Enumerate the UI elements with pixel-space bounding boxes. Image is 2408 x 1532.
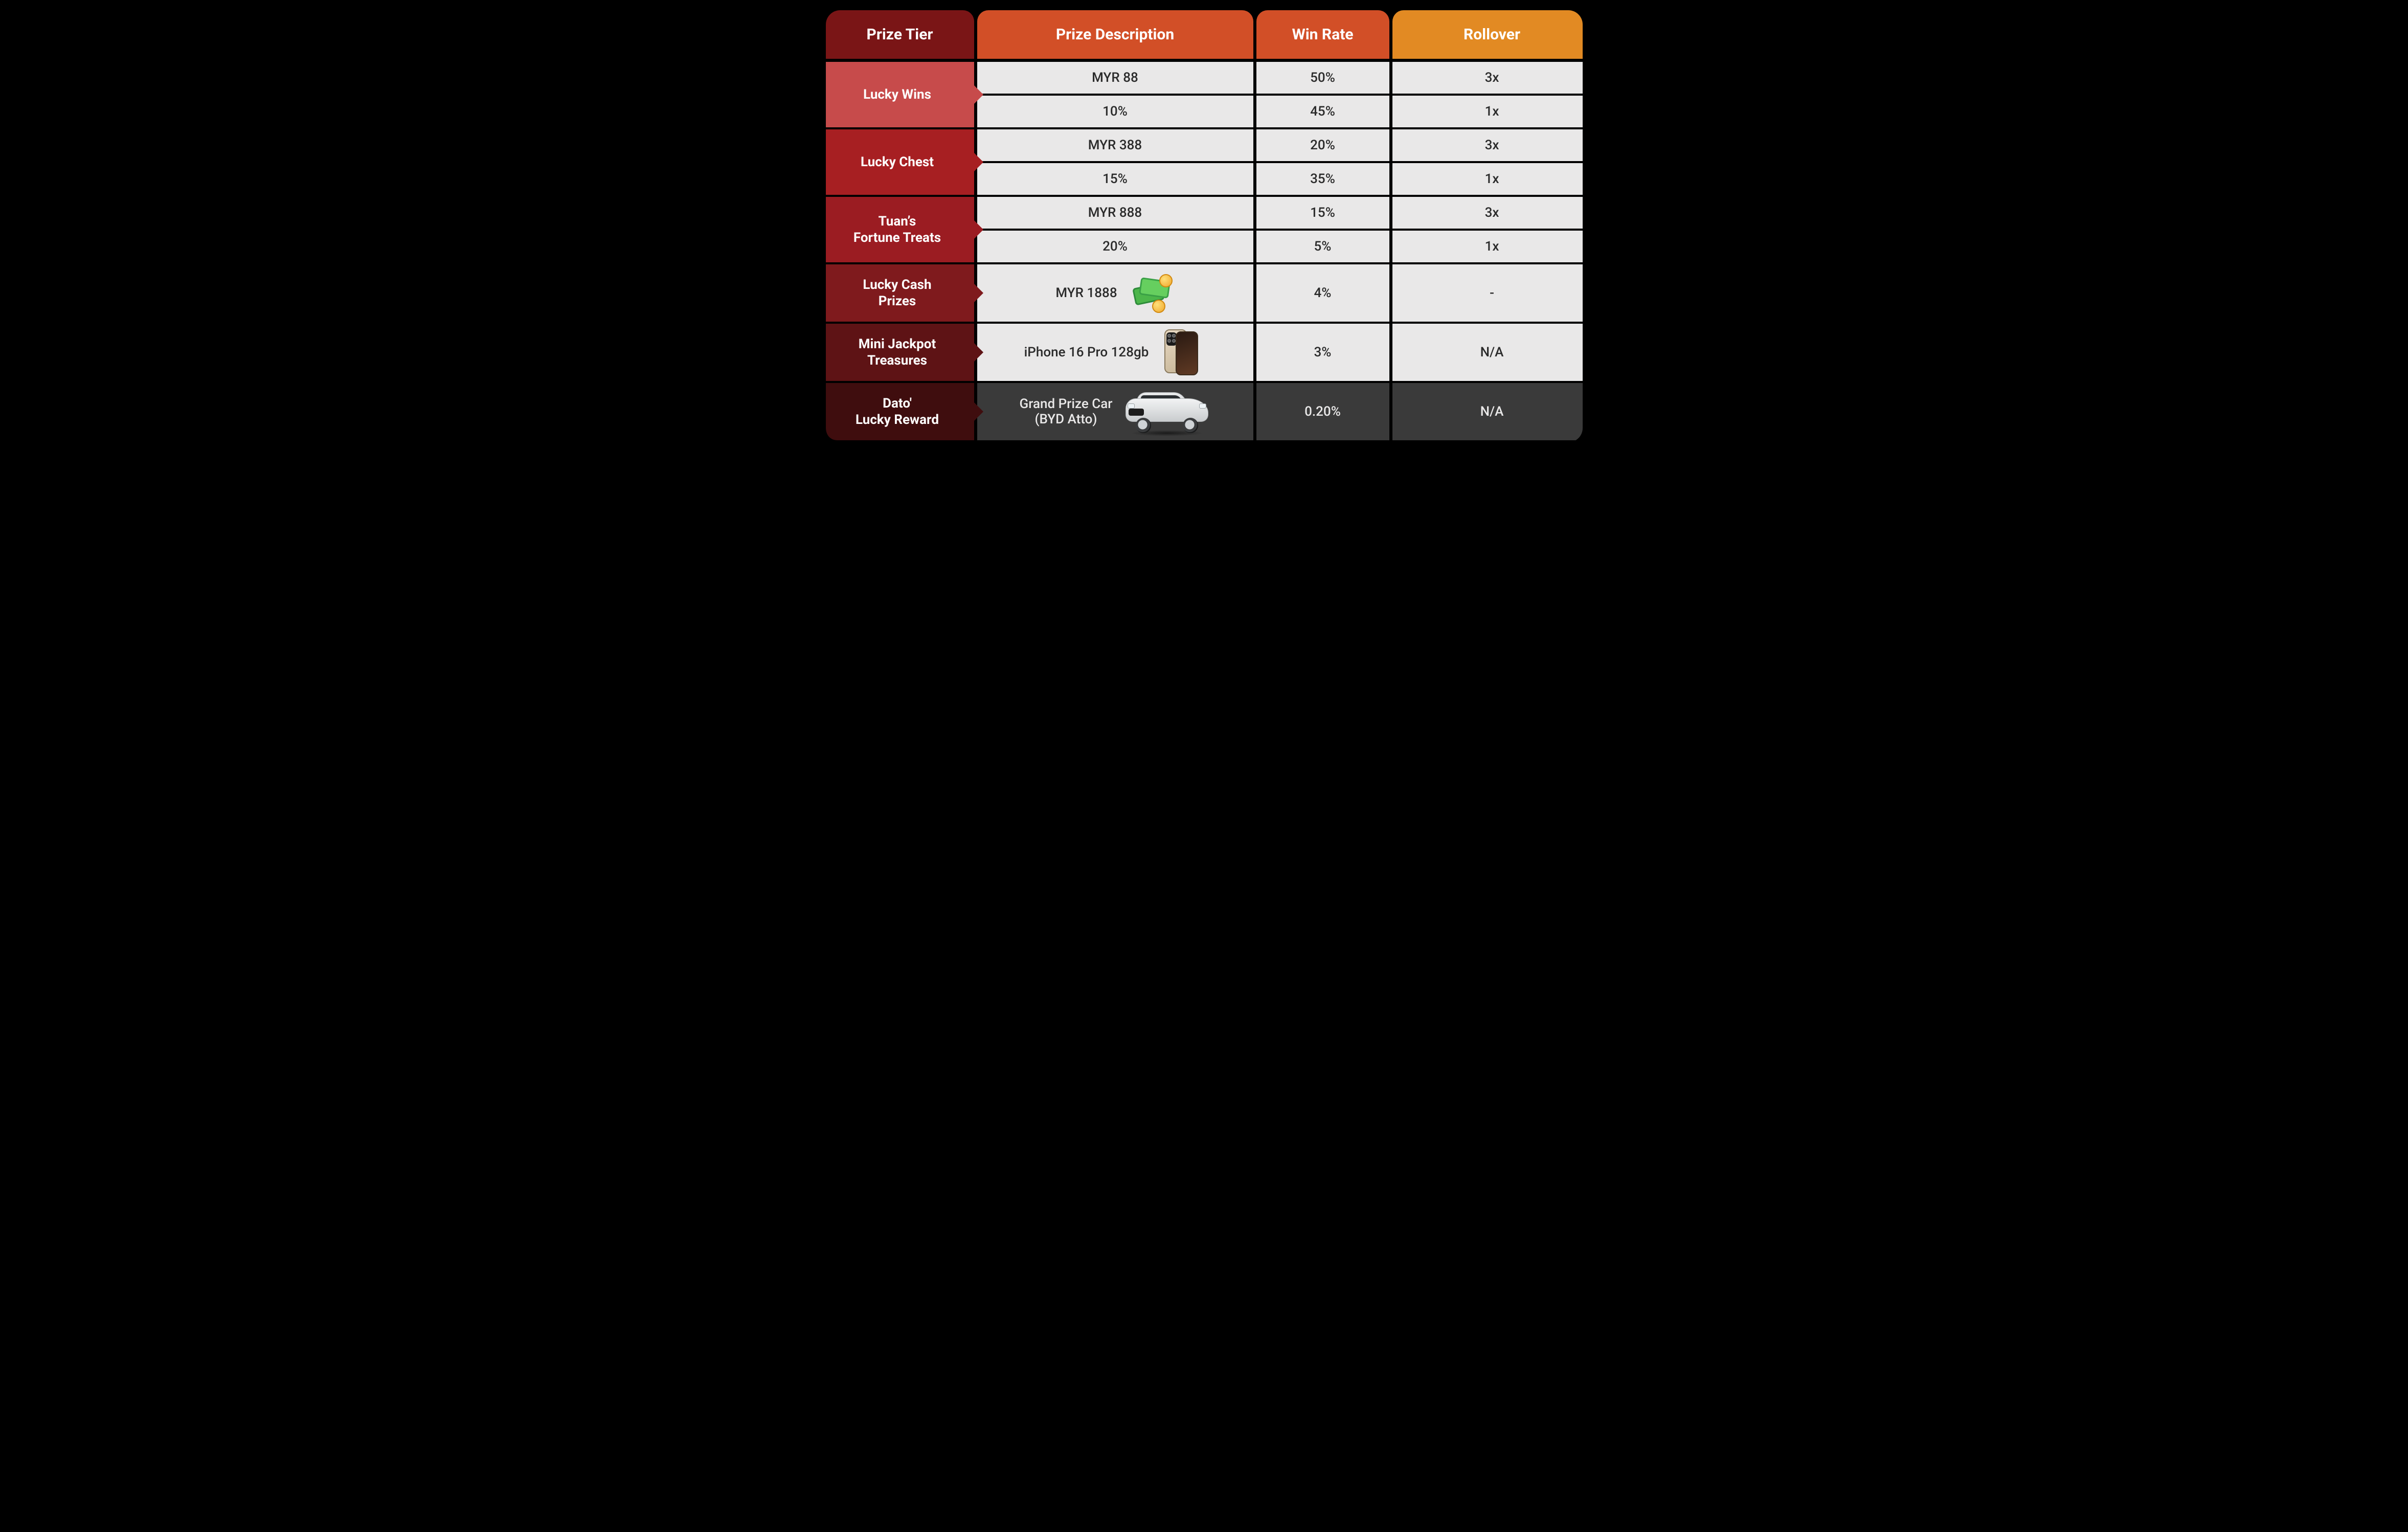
cell-rollover: 1x [1392, 163, 1583, 195]
tier-rows: iPhone 16 Pro 128gb 3%N/A [977, 324, 1583, 381]
tier-group: Tuan’sFortune Treats MYR 888 15%3x 20% 5%1x [826, 197, 1583, 262]
cell-description: MYR 888 [977, 197, 1253, 229]
cell-description: Grand Prize Car(BYD Atto) [977, 383, 1253, 440]
description-text: 20% [1102, 239, 1128, 254]
tier-group: Dato'Lucky RewardGrand Prize Car(BYD Att… [826, 383, 1583, 440]
cell-win-rate: 20% [1256, 129, 1389, 161]
description-text: MYR 888 [1088, 205, 1142, 220]
cell-description: iPhone 16 Pro 128gb [977, 324, 1253, 381]
table-row: MYR 888 15%3x [977, 197, 1583, 229]
table-row: iPhone 16 Pro 128gb 3%N/A [977, 324, 1583, 381]
cell-rollover: N/A [1392, 324, 1583, 381]
table-row: 10% 45%1x [977, 96, 1583, 127]
phone-icon [1160, 332, 1206, 373]
cell-rollover: 3x [1392, 129, 1583, 161]
tier-group: Lucky Wins MYR 88 50%3x 10% 45%1x [826, 62, 1583, 127]
cell-description: 20% [977, 231, 1253, 262]
table-row: Grand Prize Car(BYD Atto) 0.20%N/A [977, 383, 1583, 440]
tier-rows: Grand Prize Car(BYD Atto) 0.20%N/A [977, 383, 1583, 440]
table-header-row: Prize Tier Prize Description Win Rate Ro… [826, 10, 1583, 59]
table-row: 20% 5%1x [977, 231, 1583, 262]
cell-win-rate: 0.20% [1256, 383, 1389, 440]
cell-description: MYR 88 [977, 62, 1253, 94]
car-icon [1123, 391, 1210, 432]
col-header-rollover: Rollover [1392, 10, 1583, 59]
col-header-rate: Win Rate [1256, 10, 1389, 59]
description-text: iPhone 16 Pro 128gb [1024, 345, 1149, 360]
cell-win-rate: 45% [1256, 96, 1389, 127]
prize-table: Prize Tier Prize Description Win Rate Ro… [826, 10, 1583, 442]
cell-rollover: - [1392, 264, 1583, 322]
cell-rollover: N/A [1392, 383, 1583, 440]
table-body: Lucky WinsMYR 8850%3x10%45%1xLucky Chest… [826, 59, 1583, 440]
cell-description: 10% [977, 96, 1253, 127]
table-row: 15% 35%1x [977, 163, 1583, 195]
tier-rows: MYR 888 15%3x 20% 5%1x [977, 197, 1583, 262]
description-text: MYR 88 [1092, 70, 1138, 85]
tier-label: Lucky Wins [826, 62, 974, 127]
cell-win-rate: 4% [1256, 264, 1389, 322]
tier-label: Mini JackpotTreasures [826, 324, 974, 381]
tier-rows: MYR 88 50%3x 10% 45%1x [977, 62, 1583, 127]
col-header-tier: Prize Tier [826, 10, 974, 59]
tier-label: Lucky Chest [826, 129, 974, 195]
tier-group: Lucky CashPrizes MYR 1888 4%- [826, 264, 1583, 322]
description-text: MYR 388 [1088, 138, 1142, 153]
cell-win-rate: 3% [1256, 324, 1389, 381]
tier-group: Lucky Chest MYR 388 20%3x 15% 35%1x [826, 129, 1583, 195]
description-text: 15% [1102, 171, 1128, 187]
tier-label: Lucky CashPrizes [826, 264, 974, 322]
cell-description: MYR 1888 [977, 264, 1253, 322]
cell-description: MYR 388 [977, 129, 1253, 161]
cell-description: 15% [977, 163, 1253, 195]
table-row: MYR 1888 4%- [977, 264, 1583, 322]
cell-rollover: 1x [1392, 96, 1583, 127]
cell-win-rate: 15% [1256, 197, 1389, 229]
col-header-desc: Prize Description [977, 10, 1253, 59]
description-text: Grand Prize Car(BYD Atto) [1020, 396, 1113, 427]
money-icon [1129, 273, 1175, 313]
tier-rows: MYR 388 20%3x 15% 35%1x [977, 129, 1583, 195]
cell-win-rate: 5% [1256, 231, 1389, 262]
tier-rows: MYR 1888 4%- [977, 264, 1583, 322]
description-text: MYR 1888 [1055, 285, 1117, 301]
table-row: MYR 88 50%3x [977, 62, 1583, 94]
cell-rollover: 3x [1392, 197, 1583, 229]
description-text: 10% [1102, 104, 1128, 119]
tier-label: Tuan’sFortune Treats [826, 197, 974, 262]
cell-win-rate: 35% [1256, 163, 1389, 195]
tier-label: Dato'Lucky Reward [826, 383, 974, 440]
cell-rollover: 3x [1392, 62, 1583, 94]
cell-win-rate: 50% [1256, 62, 1389, 94]
tier-group: Mini JackpotTreasuresiPhone 16 Pro 128gb… [826, 324, 1583, 381]
table-row: MYR 388 20%3x [977, 129, 1583, 161]
cell-rollover: 1x [1392, 231, 1583, 262]
